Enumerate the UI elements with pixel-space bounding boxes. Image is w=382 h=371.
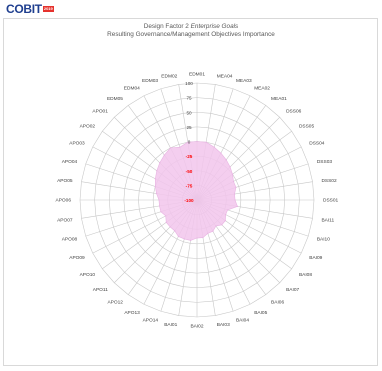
- cobit-logo: COBIT 2019: [6, 2, 54, 16]
- axis-label-bai11: BAI11: [321, 217, 334, 223]
- data-point-bai05: [212, 230, 214, 232]
- axis-label-bai01: BAI01: [164, 322, 177, 328]
- tick-label-7: -75: [186, 183, 193, 188]
- data-point-apo07: [158, 205, 161, 207]
- axis-label-bai09: BAI09: [309, 255, 322, 261]
- axis-label-dss03: DSS03: [317, 159, 333, 165]
- axis-label-bai07: BAI07: [286, 287, 299, 293]
- axis-label-edm04: EDM04: [124, 85, 140, 91]
- axis-label-dss02: DSS02: [321, 178, 337, 184]
- data-point-mea02: [220, 152, 222, 154]
- data-point-apo12: [174, 230, 176, 232]
- data-point-apo01: [159, 162, 161, 164]
- data-point-mea04: [205, 141, 207, 143]
- chart-title: Design Factor 2 Enterprise Goals: [0, 23, 382, 31]
- data-point-edm05: [163, 154, 165, 156]
- data-point-bai06: [215, 225, 217, 227]
- axis-label-apo11: APO11: [93, 287, 108, 293]
- axis-label-dss04: DSS04: [309, 141, 325, 147]
- data-point-edm02: [187, 141, 189, 143]
- data-point-dss06: [229, 166, 231, 168]
- tick-label-6: -50: [186, 169, 193, 174]
- axis-label-bai10: BAI10: [317, 237, 330, 243]
- axis-label-bai04: BAI04: [236, 318, 249, 324]
- data-point-bai08: [224, 220, 226, 222]
- tick-label-8: -100: [184, 198, 194, 203]
- axis-label-apo05: APO05: [57, 178, 73, 184]
- data-point-bai09: [225, 214, 227, 216]
- axis-label-mea02: MEA02: [254, 85, 270, 91]
- axis-label-apo04: APO04: [62, 159, 78, 165]
- axis-label-edm02: EDM02: [161, 73, 177, 79]
- axis-label-bai02: BAI02: [190, 324, 203, 330]
- data-point-bai01: [189, 239, 192, 242]
- tick-label-4: 0: [188, 140, 191, 145]
- axis-label-edm03: EDM03: [142, 78, 158, 84]
- axis-label-apo13: APO13: [124, 310, 140, 316]
- data-point-dss02: [233, 193, 236, 195]
- chart-subtitle: Resulting Governance/Management Objectiv…: [107, 31, 275, 38]
- data-point-apo06: [158, 199, 160, 201]
- data-point-apo09: [165, 215, 167, 217]
- axis-label-bai06: BAI06: [271, 300, 284, 306]
- data-point-apo02: [156, 170, 158, 172]
- data-point-dss04: [232, 180, 235, 183]
- tick-label-2: 50: [186, 110, 192, 115]
- data-point-bai07: [221, 224, 223, 226]
- data-point-apo14: [183, 238, 185, 240]
- axis-label-mea01: MEA01: [271, 96, 287, 102]
- axis-label-bai03: BAI03: [217, 322, 230, 328]
- data-point-dss03: [235, 186, 237, 188]
- axis-label-apo03: APO03: [69, 141, 85, 147]
- axis-label-apo14: APO14: [143, 318, 159, 324]
- axis-label-apo10: APO10: [80, 272, 96, 278]
- tick-label-5: -25: [186, 154, 193, 159]
- data-point-bai03: [202, 236, 204, 239]
- logo-tag: 2019: [42, 6, 54, 12]
- axis-label-apo08: APO08: [62, 237, 78, 243]
- axis-label-dss06: DSS06: [286, 109, 302, 115]
- axis-label-mea03: MEA03: [236, 78, 252, 84]
- data-point-mea03: [213, 146, 215, 148]
- axis-label-edm05: EDM05: [107, 96, 123, 102]
- logo-text: COBIT: [6, 2, 42, 16]
- chart-title-prefix: Design Factor 2: [143, 23, 191, 30]
- tick-label-1: 75: [186, 96, 192, 101]
- axis-label-apo12: APO12: [107, 300, 123, 306]
- axis-label-apo09: APO09: [69, 255, 85, 261]
- chart-title-emphasis: Enterprise Goals: [190, 23, 239, 30]
- data-point-bai04: [207, 232, 209, 234]
- data-point-edm04: [169, 147, 172, 149]
- axis-label-dss05: DSS05: [299, 124, 315, 130]
- data-point-apo05: [155, 192, 158, 195]
- axis-label-apo01: APO01: [92, 109, 108, 115]
- data-point-apo13: [177, 235, 180, 238]
- data-point-apo04: [154, 185, 156, 188]
- axis-label-dss01: DSS01: [323, 198, 339, 204]
- data-point-dss05: [231, 173, 234, 175]
- axis-label-bai08: BAI08: [299, 272, 312, 278]
- axis-label-edm01: EDM01: [189, 72, 205, 78]
- radar-area: [154, 141, 238, 241]
- data-point-apo10: [165, 221, 167, 223]
- axis-label-apo02: APO02: [80, 124, 96, 130]
- data-point-bai11: [236, 205, 239, 208]
- data-point-apo11: [169, 226, 171, 228]
- tick-label-3: 25: [186, 125, 192, 130]
- tick-label-0: 100: [185, 81, 193, 86]
- data-point-dss01: [234, 199, 236, 201]
- data-point-mea01: [225, 159, 227, 161]
- data-point-bai02: [196, 237, 198, 239]
- axis-label-mea04: MEA04: [217, 73, 233, 79]
- axis-label-apo07: APO07: [57, 217, 73, 223]
- data-point-apo03: [154, 178, 156, 180]
- data-point-bai10: [227, 209, 229, 211]
- data-point-edm01: [196, 140, 198, 143]
- axis-label-apo06: APO06: [56, 198, 72, 204]
- axis-label-bai05: BAI05: [254, 310, 267, 316]
- data-point-edm03: [179, 146, 181, 148]
- data-point-apo08: [160, 211, 162, 213]
